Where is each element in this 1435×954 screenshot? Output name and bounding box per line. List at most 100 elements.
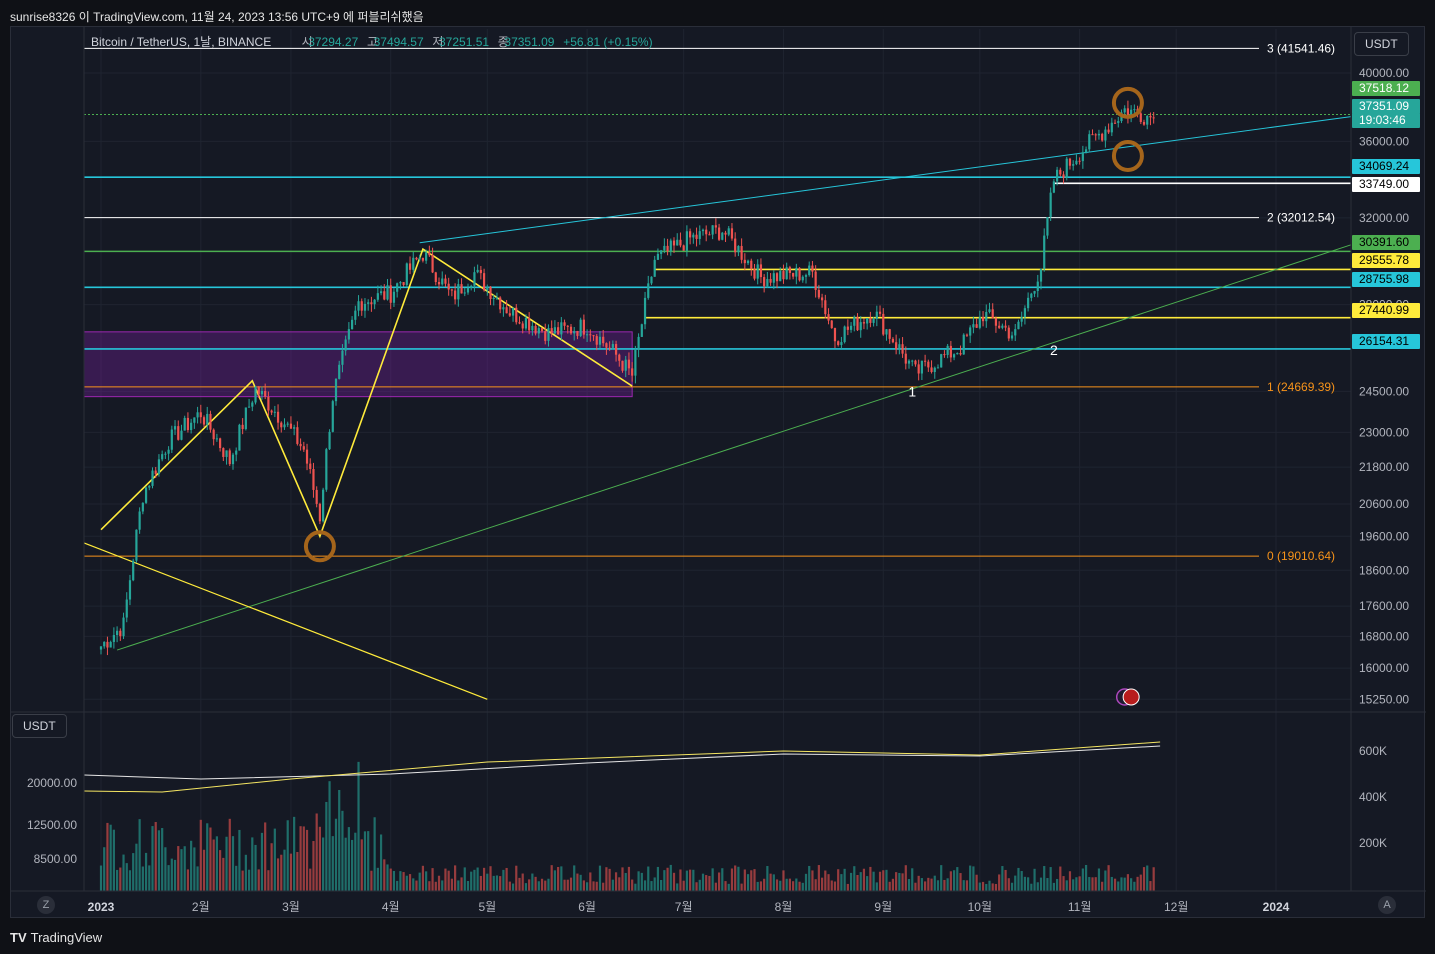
candle-body	[949, 345, 952, 358]
candle-body	[898, 344, 901, 350]
candle-body	[354, 310, 357, 320]
volume-bar	[911, 868, 914, 891]
y-tick-label: 36000.00	[1359, 134, 1409, 148]
volume-bar	[190, 840, 193, 891]
volume-bar	[482, 867, 486, 891]
volume-bar	[724, 881, 727, 891]
volume-bar	[878, 871, 882, 891]
candle-body	[524, 318, 528, 329]
volume-bar	[457, 880, 460, 891]
volume-bar	[421, 865, 425, 891]
candle-body	[557, 327, 560, 335]
currency-selector-top[interactable]: USDT	[1354, 32, 1409, 56]
volume-bar	[650, 881, 653, 891]
y-tick-label: 32000.00	[1359, 211, 1409, 225]
candle-body	[396, 283, 399, 292]
candle-body	[582, 319, 585, 335]
candle-body	[360, 301, 363, 311]
candle-body	[148, 485, 151, 488]
volume-bar	[405, 875, 408, 891]
candle-body	[1014, 329, 1017, 336]
candle-body	[975, 324, 978, 328]
fib-level-label: 0 (19010.64)	[1267, 549, 1335, 563]
candle-body	[840, 342, 843, 345]
candle-body	[563, 322, 566, 326]
candle-body	[1078, 160, 1081, 162]
volume-bar	[276, 858, 280, 891]
candle-body	[1123, 108, 1126, 113]
candle-body	[437, 282, 441, 285]
candle-body	[502, 307, 505, 310]
volume-bar	[833, 881, 837, 891]
candle-body	[177, 426, 180, 440]
candle-body	[280, 422, 283, 428]
candle-body	[656, 253, 660, 260]
volume-bar	[286, 820, 289, 891]
volume-bar	[534, 876, 537, 891]
price-tag-label: 27440.99	[1359, 303, 1409, 317]
legend-high-label: 고	[367, 35, 378, 49]
candle-body	[946, 345, 949, 355]
volume-bar	[817, 865, 820, 891]
volume-bar	[170, 858, 173, 891]
candle-body	[624, 359, 627, 371]
volume-bar	[927, 877, 930, 891]
volume-bar	[663, 870, 666, 891]
volume-bar	[1149, 881, 1152, 891]
volume-bar	[1033, 868, 1036, 891]
volume-bar	[511, 883, 515, 891]
x-tick-label: 6월	[578, 900, 596, 914]
x-tick-label: 2024	[1263, 900, 1290, 914]
candle-body	[746, 260, 750, 264]
candle-body	[1055, 169, 1059, 182]
candle-body	[769, 278, 772, 283]
volume-bar	[721, 868, 724, 891]
volume-bar	[537, 881, 540, 891]
volume-bar	[415, 880, 418, 891]
candle-body	[405, 263, 408, 285]
candle-body	[531, 325, 534, 331]
candle-body	[743, 259, 746, 264]
candle-body	[943, 354, 946, 356]
candle-body	[1101, 133, 1104, 141]
volume-bar	[882, 870, 885, 891]
volume-bar	[875, 882, 878, 891]
volume-bar	[460, 877, 463, 891]
candle-body	[334, 378, 338, 402]
volume-axis-right-label: 400K	[1359, 790, 1387, 804]
auto-scale-button[interactable]: A	[1378, 896, 1396, 914]
candle-body	[727, 228, 730, 235]
candle-body	[325, 449, 328, 490]
volume-bar	[627, 866, 631, 891]
volume-bar	[231, 836, 235, 891]
volume-bar	[515, 865, 518, 891]
candle-body	[952, 354, 956, 358]
volume-bar	[737, 866, 740, 891]
us-flag-event-icon[interactable]	[1122, 688, 1140, 706]
currency-selector-volume[interactable]: USDT	[12, 714, 67, 738]
volume-bar	[454, 865, 457, 891]
volume-bar	[389, 868, 392, 891]
price-tag	[1352, 113, 1420, 128]
price-tag	[1352, 334, 1420, 349]
uptrend-line	[116, 244, 1352, 651]
candle-body	[161, 454, 164, 460]
candle-body	[460, 284, 463, 294]
volume-axis-left-label: 20000.00	[27, 776, 77, 790]
candle-body	[1004, 325, 1007, 328]
price-chart[interactable]: 40000.0036000.0032000.0028000.0024500.00…	[11, 27, 1426, 919]
volume-bar	[1052, 882, 1055, 891]
zoom-button[interactable]: Z	[37, 896, 55, 914]
candle-body	[981, 317, 985, 322]
candle-body	[666, 245, 669, 252]
price-tag	[1352, 177, 1420, 192]
volume-bar	[904, 865, 907, 891]
volume-bar	[357, 761, 360, 891]
wave-label-2: 2	[1050, 342, 1058, 358]
tradingview-brand[interactable]: TV TradingView	[10, 930, 102, 945]
candle-body	[1133, 109, 1136, 111]
candle-body	[1046, 217, 1049, 236]
legend-open: 37294.27	[308, 35, 358, 49]
candle-body	[785, 267, 788, 280]
y-tick-label: 17600.00	[1359, 599, 1409, 613]
